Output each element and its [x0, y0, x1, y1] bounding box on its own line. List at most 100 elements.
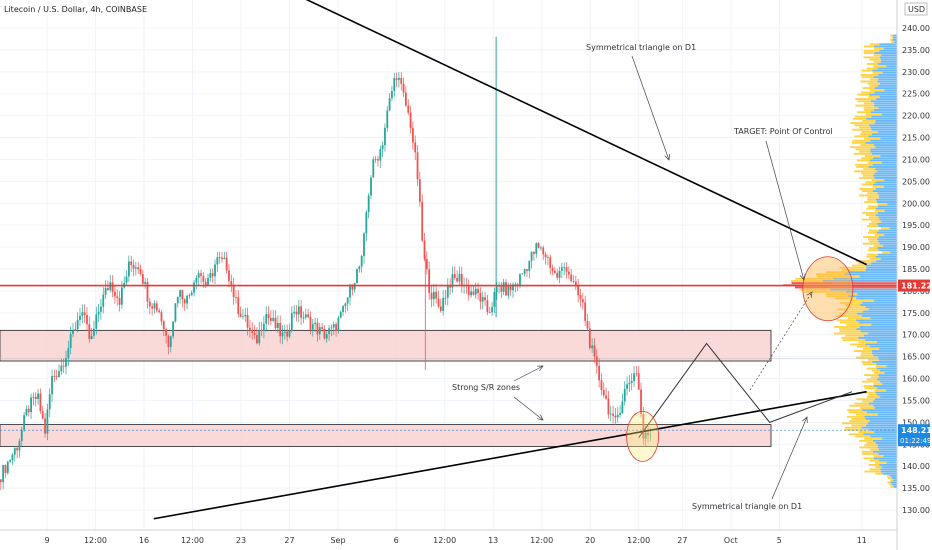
volume-bar-up	[878, 196, 897, 199]
volume-bar-down	[826, 295, 849, 298]
volume-bar-down	[861, 450, 873, 453]
candle-body	[165, 329, 168, 336]
candle-body	[283, 331, 286, 333]
volume-bar-down	[863, 52, 875, 54]
x-tick-label: 9	[44, 536, 49, 545]
candle-body	[428, 269, 431, 293]
volume-bar-up	[874, 109, 897, 111]
candle-body	[34, 396, 37, 399]
candle-body	[523, 269, 526, 274]
volume-bar-down	[891, 36, 894, 39]
candle-body	[351, 284, 354, 290]
volume-bar-up	[883, 185, 897, 188]
volume-bar-down	[839, 301, 863, 304]
candle-body	[609, 413, 612, 415]
volume-bar-up	[877, 413, 897, 416]
volume-bar-up	[878, 358, 897, 361]
candle-body	[297, 306, 300, 315]
volume-bar-down	[861, 76, 874, 79]
volume-bar-down	[846, 323, 872, 326]
y-tick-label: 165.00	[902, 353, 930, 362]
volume-bar-down	[863, 174, 874, 177]
candle-body	[258, 329, 261, 344]
candle-body	[256, 335, 258, 344]
volume-bar-up	[877, 222, 897, 225]
candle-body	[144, 281, 147, 284]
candle-body	[416, 152, 419, 180]
y-tick-label: 220.00	[902, 112, 930, 121]
volume-bar-down	[863, 236, 880, 239]
volume-bar-up	[875, 168, 897, 171]
annotation-arrow	[771, 416, 808, 500]
volume-bar-down	[868, 205, 879, 208]
volume-bar-up	[875, 207, 897, 210]
volume-bar-down	[799, 288, 830, 291]
volume-bar-down	[873, 382, 883, 385]
y-tick-label: 210.00	[902, 155, 930, 164]
volume-bar-down	[857, 111, 871, 114]
volume-bar-down	[889, 483, 893, 486]
candle-body	[204, 281, 207, 285]
volume-bar-down	[861, 172, 875, 175]
volume-bar-up	[876, 231, 897, 234]
volume-bar-down	[804, 290, 846, 293]
y-tick-label: 205.00	[902, 177, 930, 186]
volume-bar-up	[880, 258, 897, 260]
candle-body	[470, 291, 472, 296]
candle-body	[60, 365, 63, 372]
volume-bar-down	[855, 98, 877, 100]
annotation-arrowhead	[536, 365, 544, 372]
current-price-highlight	[626, 410, 659, 462]
candle-body	[186, 295, 188, 304]
annotation-arrow	[631, 55, 670, 161]
y-tick-label: 185.00	[902, 265, 930, 274]
candle-body	[221, 257, 223, 260]
current-price-badge: 148.21 01:22:49	[898, 424, 932, 447]
candle-body	[197, 273, 200, 278]
volume-bar-up	[869, 345, 897, 348]
candle-body	[339, 311, 342, 318]
candle-body	[286, 331, 289, 337]
x-tick-label: 12:00	[181, 536, 204, 545]
x-tick-label: 27	[677, 536, 687, 545]
volume-bar-up	[878, 78, 897, 81]
volume-bar-down	[862, 87, 875, 90]
volume-bar-down	[891, 41, 895, 44]
volume-bar-down	[847, 409, 863, 412]
volume-bar-down	[863, 457, 874, 460]
volume-bar-down	[856, 260, 877, 263]
volume-bar-down	[875, 461, 887, 464]
candle-body	[209, 273, 212, 278]
volume-bar-up	[893, 485, 897, 488]
candle-body	[442, 297, 445, 311]
time-axis[interactable]: 9 12:00 16 12:00 23 27 Sep 6 12:00 13 12:00 20 12:00…	[0, 529, 897, 545]
candle-body	[188, 295, 191, 296]
price-axis[interactable]: 130.00135.00140.00145.00150.00155.00160.…	[896, 0, 930, 550]
candle-body	[570, 274, 573, 281]
y-tick-label: 190.00	[902, 243, 930, 252]
candle-body	[16, 448, 19, 451]
candle-body	[27, 408, 30, 413]
volume-bar-down	[815, 273, 845, 276]
volume-bar-down	[862, 212, 879, 214]
candle-body	[516, 284, 519, 286]
candle-body	[237, 297, 240, 314]
volume-bar-up	[892, 34, 897, 37]
volume-bar-down	[835, 297, 857, 300]
candle-body	[430, 292, 433, 300]
candle-body	[409, 112, 412, 129]
candle-body	[72, 330, 74, 334]
volume-bar-up	[865, 343, 897, 346]
candle-body	[384, 127, 386, 146]
x-tick-label: 12:00	[530, 536, 553, 545]
candle-body	[318, 327, 321, 335]
volume-bar-down	[866, 63, 878, 65]
volume-bar-up	[869, 428, 897, 431]
volume-bar-down	[864, 391, 876, 394]
annotation-triangle-top: Symmetrical triangle on D1	[586, 43, 696, 52]
volume-bar-up	[872, 352, 897, 355]
candle-body	[246, 315, 249, 328]
volume-bar-down	[859, 446, 878, 449]
volume-bar-down	[867, 196, 879, 199]
